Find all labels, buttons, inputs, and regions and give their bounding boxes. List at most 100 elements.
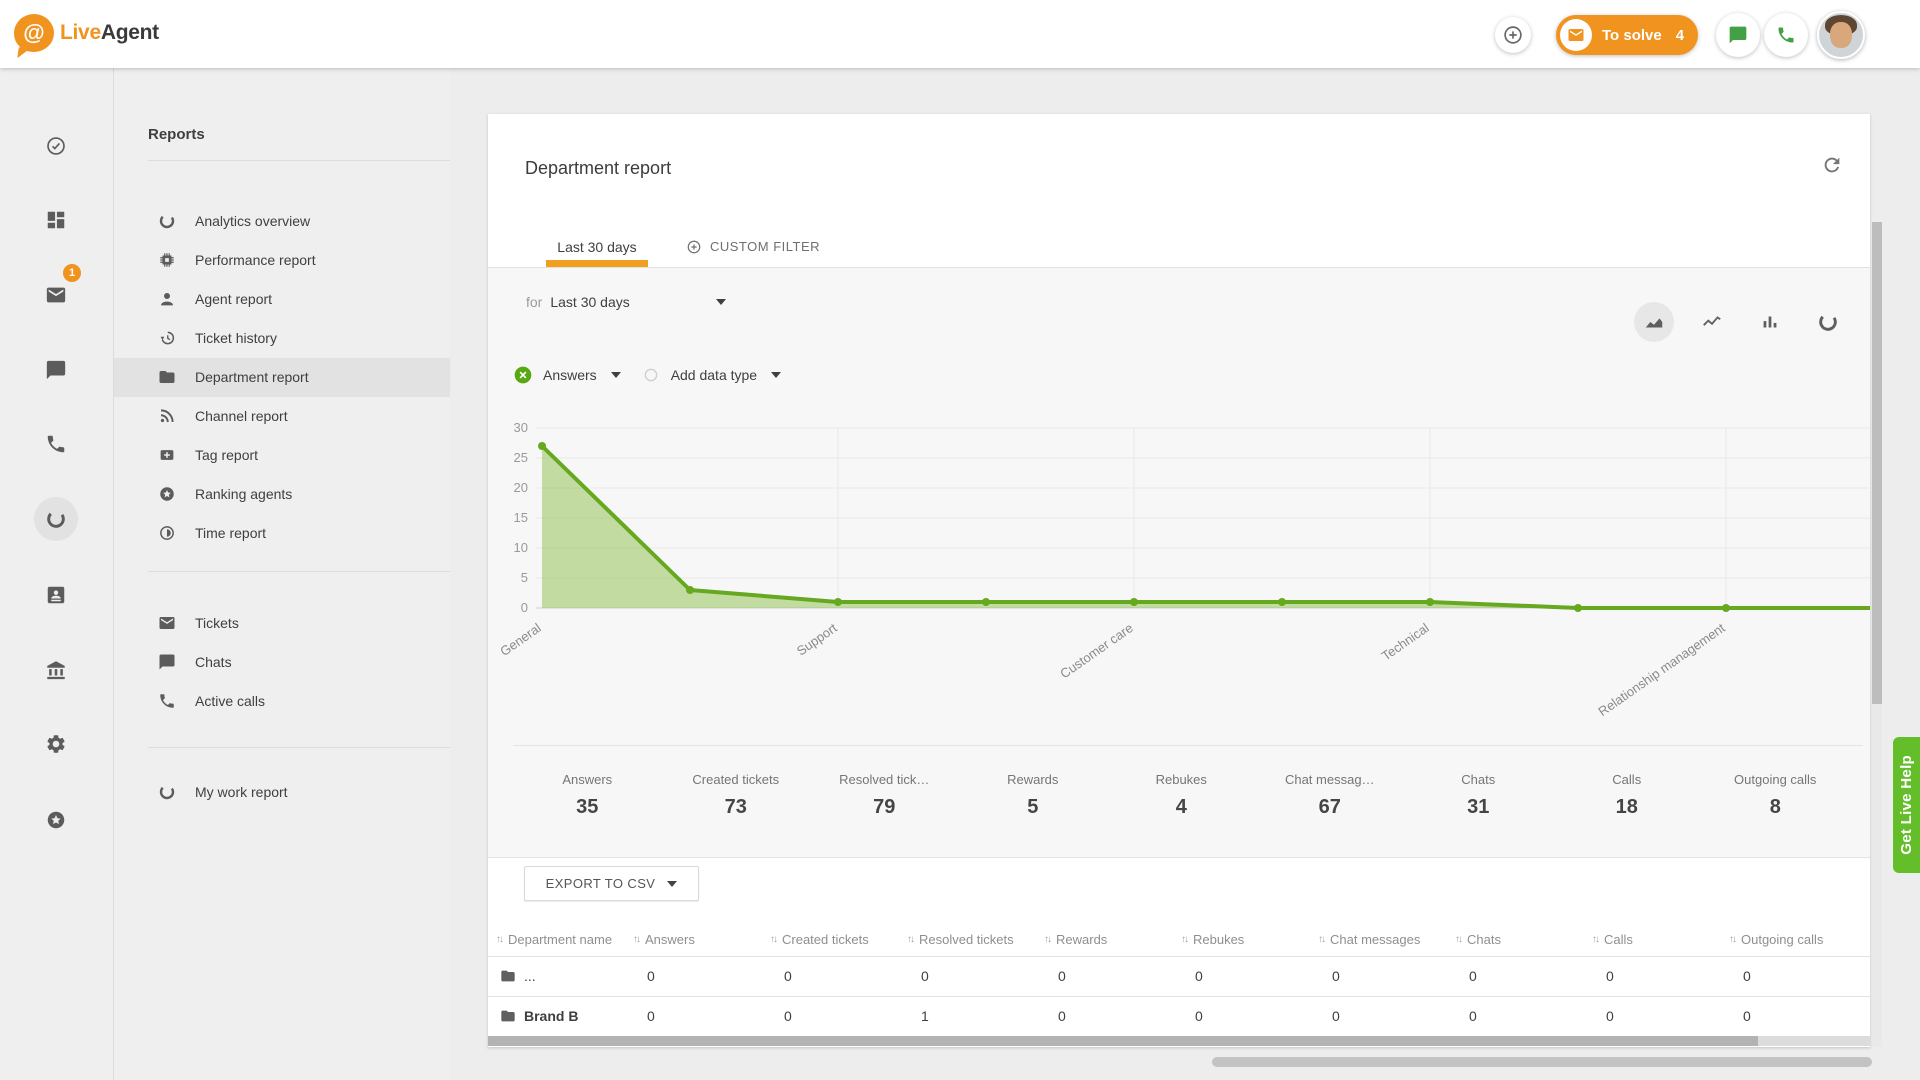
to-solve-label: To solve: [1602, 26, 1662, 44]
donut-arc-icon: [45, 508, 67, 530]
radio-circle-icon[interactable]: [643, 367, 659, 383]
column-header-label: Resolved tickets: [919, 931, 1014, 947]
table-row-name[interactable]: Brand B: [500, 996, 578, 1036]
sidebar-item-agent-report[interactable]: Agent report: [114, 280, 450, 319]
column-header-rewards[interactable]: ↑↓ Rewards: [1044, 922, 1176, 956]
stat-label: Chat messag…: [1284, 772, 1375, 787]
chevron-down-icon: [667, 880, 678, 887]
sidebar-item-chats[interactable]: Chats: [114, 643, 450, 682]
export-to-csv-button[interactable]: EXPORT TO CSV: [524, 866, 699, 901]
sidebar-item-active-calls[interactable]: Active calls: [114, 682, 450, 721]
chevron-down-icon[interactable]: [771, 372, 782, 378]
sort-icon: ↑↓: [1318, 933, 1326, 945]
sidebar-item-tickets[interactable]: Tickets: [114, 604, 450, 643]
column-header-created-tickets[interactable]: ↑↓ Created tickets: [770, 922, 902, 956]
table-cell: 0: [921, 968, 929, 984]
department-report-card: Department report Last 30 days CUSTOM FI…: [488, 114, 1878, 1047]
column-header-answers[interactable]: ↑↓ Answers: [633, 922, 765, 956]
sidebar-item-my-work-report[interactable]: My work report: [114, 773, 450, 812]
sort-icon: ↑↓: [1181, 933, 1189, 945]
rail-item-reports[interactable]: [34, 497, 78, 541]
sidebar-divider: [148, 747, 450, 748]
sidebar-item-performance-report[interactable]: Performance report: [114, 241, 450, 280]
sidebar-item-analytics-overview[interactable]: Analytics overview: [114, 202, 450, 241]
bar-chart-button[interactable]: [1750, 302, 1790, 342]
column-header-calls[interactable]: ↑↓ Calls: [1592, 922, 1724, 956]
start-call-button[interactable]: [1764, 13, 1808, 57]
mail-icon: [45, 284, 67, 306]
stat-value: 79: [873, 796, 896, 818]
svg-text:30: 30: [514, 420, 528, 435]
series-chip-label[interactable]: Answers: [543, 367, 597, 383]
table-cell: 0: [1606, 1008, 1614, 1024]
sidebar-item-department-report[interactable]: Department report: [114, 357, 450, 397]
sort-icon: ↑↓: [1592, 933, 1600, 945]
rail-item-chats[interactable]: [34, 348, 78, 392]
to-solve-button[interactable]: To solve 4: [1556, 15, 1698, 55]
table-row-name[interactable]: ...: [500, 956, 536, 996]
svg-text:0: 0: [521, 600, 528, 615]
rail-item-company[interactable]: [34, 648, 78, 692]
table-horizontal-scrollbar-thumb[interactable]: [488, 1036, 1758, 1046]
table-cell: 0: [1332, 1008, 1340, 1024]
rail-item-gamification[interactable]: [34, 798, 78, 842]
table-cell: 0: [1195, 1008, 1203, 1024]
donut-chart-button[interactable]: [1808, 302, 1848, 342]
column-header-outgoing-calls[interactable]: ↑↓ Outgoing calls: [1729, 922, 1861, 956]
svg-text:10: 10: [514, 540, 528, 555]
vertical-scrollbar: [1872, 222, 1882, 1047]
folder-icon: [158, 368, 176, 386]
user-avatar[interactable]: [1817, 11, 1865, 59]
sidebar-item-label: Chats: [195, 654, 232, 670]
date-range-dropdown[interactable]: for Last 30 days: [526, 290, 726, 314]
rail-item-dashboard[interactable]: [34, 198, 78, 242]
column-header-label: Created tickets: [782, 931, 869, 947]
chat-icon: [158, 653, 176, 671]
sort-icon: ↑↓: [633, 933, 641, 945]
table-cell: 0: [1058, 968, 1066, 984]
rail-item-settings[interactable]: [34, 722, 78, 766]
add-button[interactable]: [1495, 17, 1531, 53]
rail-item-calls[interactable]: [34, 422, 78, 466]
column-header-department-name[interactable]: ↑↓ Department name: [496, 922, 630, 956]
get-live-help-label: Get Live Help: [1898, 755, 1915, 855]
department-name: ...: [524, 968, 536, 984]
stat-value: 5: [1027, 796, 1039, 818]
vertical-scrollbar-thumb[interactable]: [1872, 222, 1882, 704]
start-chat-button[interactable]: [1716, 13, 1760, 57]
add-data-type-label[interactable]: Add data type: [670, 367, 758, 383]
area-chart-button[interactable]: [1634, 302, 1674, 342]
column-header-resolved-tickets[interactable]: ↑↓ Resolved tickets: [907, 922, 1039, 956]
liveagent-logo[interactable]: @ LiveAgent: [14, 14, 159, 52]
column-header-label: Chats: [1467, 931, 1501, 947]
column-header-label: Rewards: [1056, 931, 1108, 947]
donut-arc-icon: [158, 212, 176, 230]
sidebar-item-ranking-agents[interactable]: Ranking agents: [114, 475, 450, 514]
top-header: @ LiveAgent To solve 4: [0, 0, 1920, 68]
rail-item-tasks[interactable]: [34, 124, 78, 168]
line-chart-button[interactable]: [1692, 302, 1732, 342]
tab-custom-filter[interactable]: CUSTOM FILTER: [678, 226, 828, 267]
refresh-icon[interactable]: [1821, 154, 1843, 176]
sort-icon: ↑↓: [1455, 933, 1463, 945]
history-icon: [158, 329, 176, 347]
sidebar-item-tag-report[interactable]: Tag report: [114, 436, 450, 475]
page-horizontal-scrollbar-thumb[interactable]: [1212, 1057, 1872, 1067]
column-header-label: Department name: [508, 931, 613, 947]
get-live-help-button[interactable]: Get Live Help: [1893, 737, 1920, 873]
remove-series-icon[interactable]: [513, 365, 533, 385]
sidebar-item-channel-report[interactable]: Channel report: [114, 397, 450, 436]
rail-item-tickets[interactable]: [34, 273, 78, 317]
column-header-chats[interactable]: ↑↓ Chats: [1455, 922, 1587, 956]
donut-arc-icon: [158, 783, 176, 801]
tab-last-30-days[interactable]: Last 30 days: [557, 238, 637, 255]
chevron-down-icon[interactable]: [610, 372, 621, 378]
chat-icon: [1728, 25, 1748, 45]
rail-item-contacts[interactable]: [34, 573, 78, 617]
column-header-rebukes[interactable]: ↑↓ Rebukes: [1181, 922, 1313, 956]
stat-label: Rebukes: [1155, 772, 1207, 787]
sidebar-item-time-report[interactable]: Time report: [114, 514, 450, 553]
sidebar-item-ticket-history[interactable]: Ticket history: [114, 319, 450, 358]
column-header-chat-messages[interactable]: ↑↓ Chat messages: [1318, 922, 1450, 956]
plus-circle-icon: [1502, 24, 1524, 46]
